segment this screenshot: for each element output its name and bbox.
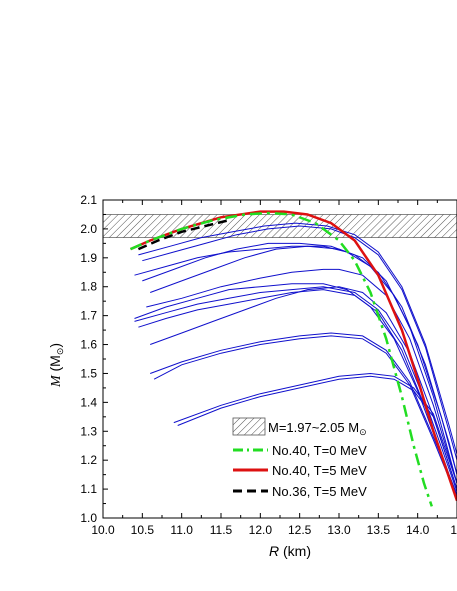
x-tick-label: 10.0 — [91, 523, 115, 537]
y-tick-label: 1.5 — [80, 366, 97, 380]
axis-ticks — [102, 199, 457, 519]
y-tick-label: 1.8 — [80, 280, 97, 294]
thin-series-line — [142, 242, 457, 475]
x-axis-title: R (km) — [269, 543, 311, 559]
y-tick-label: 1.2 — [80, 453, 97, 467]
axis-tick-labels: 10.0 10.5 11.0 11.5 12.0 12.5 13.0 13.5 14.0 14 1.… — [80, 193, 457, 537]
x-tick-label: 11.0 — [170, 523, 193, 537]
thin-series-line — [146, 268, 457, 484]
y-tick-label: 1.3 — [80, 424, 97, 438]
series-line-0 — [129, 211, 433, 507]
thin-series-line — [153, 335, 457, 498]
legend-band-swatch — [232, 417, 266, 436]
legend-band-label: M=1.97~2.05 M⊙ — [268, 420, 367, 437]
thin-series-line — [138, 222, 457, 455]
x-tick-label: 12.5 — [288, 523, 312, 537]
y-tick-label: 2.1 — [80, 193, 97, 207]
exclusion-band — [102, 214, 457, 238]
thin-curves-group — [134, 222, 457, 498]
x-tick-label: 10.5 — [131, 523, 155, 537]
x-tick-label: 14.0 — [406, 523, 430, 537]
y-tick-label: 1.0 — [80, 511, 97, 525]
legend-red-label: No.40, T=5 MeV — [272, 463, 367, 478]
thin-series-line — [150, 332, 457, 496]
main-curves-group — [129, 210, 457, 507]
thin-series-line — [150, 245, 457, 484]
x-tick-label: 11.5 — [210, 523, 233, 537]
y-tick-label: 1.4 — [80, 395, 97, 409]
legend-green-label: No.40, T=0 MeV — [272, 443, 367, 458]
legend: M=1.97~2.05 M⊙ No.40, T=0 MeV No.40, T=5… — [232, 417, 367, 499]
thin-series-line — [134, 283, 457, 498]
series-line-2 — [137, 218, 230, 251]
thin-series-line — [142, 225, 457, 461]
x-tick-label: 14 — [450, 523, 457, 537]
y-tick-label: 1.7 — [80, 309, 97, 323]
x-tick-label: 13.0 — [327, 523, 351, 537]
y-axis-title: M (M⊙) — [47, 343, 65, 388]
legend-black-label: No.36, T=5 MeV — [272, 484, 367, 499]
y-tick-label: 1.6 — [80, 338, 97, 352]
x-tick-label: 12.0 — [249, 523, 273, 537]
y-tick-label: 1.9 — [80, 251, 97, 265]
y-tick-label: 2.0 — [80, 222, 97, 236]
x-tick-label: 13.5 — [367, 523, 391, 537]
thin-series-line — [134, 286, 457, 493]
y-tick-label: 1.1 — [80, 482, 97, 496]
